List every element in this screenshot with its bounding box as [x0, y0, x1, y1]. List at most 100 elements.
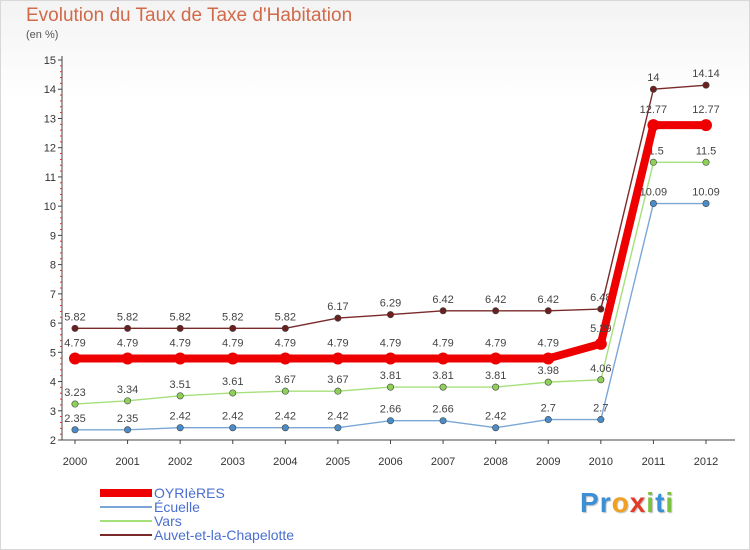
data-point [334, 424, 342, 432]
data-point [649, 200, 657, 208]
data-point [71, 324, 79, 332]
data-label: 10.09 [692, 187, 720, 199]
data-point [124, 426, 132, 434]
data-label: 5.29 [590, 323, 611, 335]
y-tick-label: 13 [44, 113, 56, 125]
data-label: 4.79 [327, 337, 348, 349]
data-label: 5.82 [117, 311, 138, 323]
data-label: 6.42 [485, 294, 506, 306]
data-label: 4.06 [590, 363, 611, 375]
data-point [174, 352, 187, 365]
data-label: 2.42 [275, 411, 296, 423]
y-tick-label: 7 [50, 289, 56, 301]
y-tick-label: 10 [44, 201, 56, 213]
logo-letter: o [611, 487, 630, 518]
data-point [492, 383, 500, 391]
data-point [439, 417, 447, 425]
series-oyri-res: 4.79 4.79 4.79 4.79 4.79 4.79 4.79 4.79 4.79 4.79… [64, 104, 720, 365]
data-point [176, 392, 184, 400]
data-point [702, 81, 710, 89]
legend-label: OYRIèRES [154, 485, 225, 501]
data-label: 4.79 [432, 337, 453, 349]
data-point [649, 158, 657, 166]
x-tick-label: 2001 [115, 456, 139, 468]
data-point [124, 397, 132, 405]
data-label: 4.79 [538, 337, 559, 349]
logo-letter: t [655, 487, 666, 518]
data-label: 3.51 [169, 379, 190, 391]
data-label: 3.34 [117, 384, 138, 396]
unit-label: (en %) [26, 29, 59, 41]
logo-letter: x [629, 487, 647, 518]
data-label: 4.79 [64, 337, 85, 349]
data-point [544, 378, 552, 386]
legend-label: Écuelle [154, 499, 200, 515]
data-point [69, 352, 81, 365]
data-label: 6.17 [327, 301, 348, 313]
logo-letter: P [580, 487, 600, 518]
x-tick-label: 2002 [168, 456, 192, 468]
data-label: 12.77 [640, 104, 668, 116]
data-point [439, 383, 447, 391]
data-label: 2.42 [169, 411, 190, 423]
data-label: 5.82 [64, 311, 85, 323]
data-point [437, 352, 450, 365]
data-label: 4.79 [380, 337, 401, 349]
data-point [331, 352, 344, 365]
data-point [384, 352, 397, 365]
data-label: 2.42 [222, 411, 243, 423]
data-label: 14 [647, 72, 659, 84]
data-label: 2.66 [380, 404, 401, 416]
y-tick-label: 9 [50, 230, 56, 242]
legend-swatch [100, 489, 152, 497]
y-tick-label: 6 [50, 318, 56, 330]
data-label: 10.09 [640, 187, 668, 199]
x-tick-label: 2005 [326, 456, 350, 468]
data-point [702, 200, 710, 208]
x-tick-label: 2006 [378, 456, 402, 468]
data-label: 14.14 [692, 68, 720, 80]
chart-title: Evolution du Taux de Taxe d'Habitation [26, 5, 353, 26]
data-point [597, 376, 605, 384]
x-tick-label: 2010 [589, 456, 613, 468]
data-point [649, 85, 657, 93]
data-point [597, 305, 605, 313]
data-label: 2.35 [64, 413, 85, 425]
y-tick-label: 8 [50, 260, 56, 272]
y-tick-label: 12 [44, 143, 56, 155]
data-point [124, 324, 132, 332]
data-point [176, 424, 184, 432]
data-point [229, 424, 237, 432]
data-point [226, 352, 239, 365]
data-label: 3.67 [275, 374, 296, 386]
data-point [71, 426, 79, 434]
data-label: 4.79 [275, 337, 296, 349]
data-point [492, 424, 500, 432]
data-label: 11.5 [696, 145, 717, 157]
proxiti-logo: Proxiti [580, 487, 674, 519]
x-tick-label: 2004 [273, 456, 297, 468]
data-point [279, 352, 292, 365]
data-point [176, 324, 184, 332]
data-point [71, 400, 79, 408]
data-point [489, 352, 502, 365]
x-tick-label: 2011 [642, 456, 666, 468]
data-label: 2.7 [593, 403, 608, 415]
data-label: 4.79 [169, 337, 190, 349]
data-label: 5.82 [169, 311, 190, 323]
legend-label: Auvet-et-la-Chapelotte [154, 527, 295, 543]
x-tick-label: 2003 [221, 456, 245, 468]
y-tick-label: 2 [50, 435, 56, 447]
data-label: 2.7 [541, 403, 556, 415]
legend-swatch [100, 506, 152, 508]
data-label: 2.42 [327, 411, 348, 423]
series-vars: 3.23 3.34 3.51 3.61 3.67 3.67 3.81 3.81 3.81 3.98… [64, 145, 717, 408]
data-point [542, 352, 555, 365]
logo-letter: r [599, 487, 612, 518]
x-tick-label: 2012 [694, 456, 718, 468]
data-label: 2.66 [432, 404, 453, 416]
data-point [439, 307, 447, 315]
data-point [544, 307, 552, 315]
